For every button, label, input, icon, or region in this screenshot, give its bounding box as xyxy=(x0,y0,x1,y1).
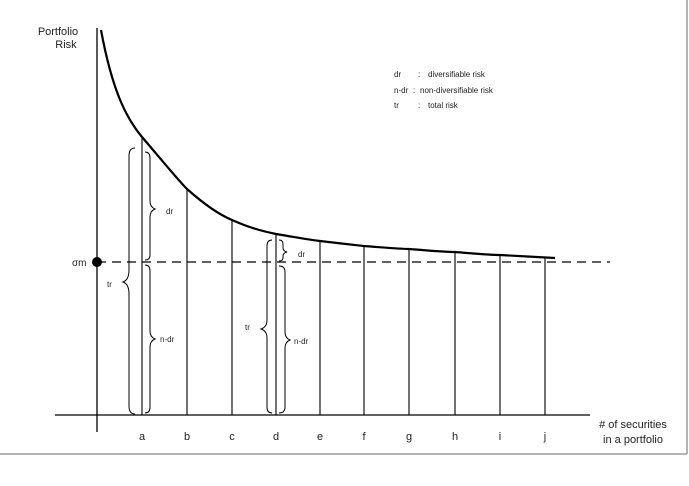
brace-d-ndr-label: n-dr xyxy=(294,337,309,346)
y-axis-label-line1: Portfolio xyxy=(38,26,78,38)
brace-a-ndr-label: n-dr xyxy=(160,335,175,344)
brace-d-tr xyxy=(259,239,273,414)
y-axis-label-line2: Risk xyxy=(55,39,77,51)
point-label-b: b xyxy=(184,431,190,443)
legend-sep-tr: : xyxy=(418,101,420,110)
point-label-i: i xyxy=(499,431,501,443)
point-label-f: f xyxy=(362,431,366,443)
total-risk-curve xyxy=(99,29,556,260)
braces-point-a: tr dr n-dr xyxy=(107,147,175,415)
brace-a-tr xyxy=(121,147,136,415)
market-risk-dot xyxy=(92,257,102,267)
point-label-h: h xyxy=(452,431,458,443)
brace-a-dr-label: dr xyxy=(166,207,173,216)
point-label-c: c xyxy=(229,431,235,443)
braces-point-d: tr dr n-dr xyxy=(245,239,309,414)
brace-d-ndr xyxy=(278,265,292,414)
legend-sep-ndr: : xyxy=(413,86,415,95)
legend-abbr-tr: tr xyxy=(394,101,399,110)
point-label-d: d xyxy=(273,431,279,443)
brace-d-dr xyxy=(278,239,288,262)
point-label-a: a xyxy=(139,431,146,443)
security-lines xyxy=(141,137,546,415)
point-label-e: e xyxy=(317,431,323,443)
brace-a-dr xyxy=(144,151,157,261)
legend: dr : diversifiable risk n-dr : non-diver… xyxy=(394,70,494,110)
legend-sep-dr: : xyxy=(418,70,420,79)
point-label-j: j xyxy=(543,431,546,443)
legend-abbr-dr: dr xyxy=(394,70,401,79)
legend-text-ndr: non-diversifiable risk xyxy=(420,86,494,95)
brace-d-dr-label: dr xyxy=(298,250,305,259)
x-axis-label-line2: in a portfolio xyxy=(603,434,663,446)
legend-abbr-ndr: n-dr xyxy=(394,86,409,95)
legend-text-dr: diversifiable risk xyxy=(428,70,486,79)
brace-a-ndr xyxy=(144,264,157,414)
x-axis-label-line1: # of securities xyxy=(599,419,667,431)
legend-text-tr: total risk xyxy=(428,101,459,110)
brace-a-tr-label: tr xyxy=(107,280,112,289)
sigma-m-label: σm xyxy=(72,258,87,269)
point-label-g: g xyxy=(406,431,412,443)
brace-d-tr-label: tr xyxy=(245,323,250,332)
point-labels: a b c d e f g h i j xyxy=(139,431,546,443)
